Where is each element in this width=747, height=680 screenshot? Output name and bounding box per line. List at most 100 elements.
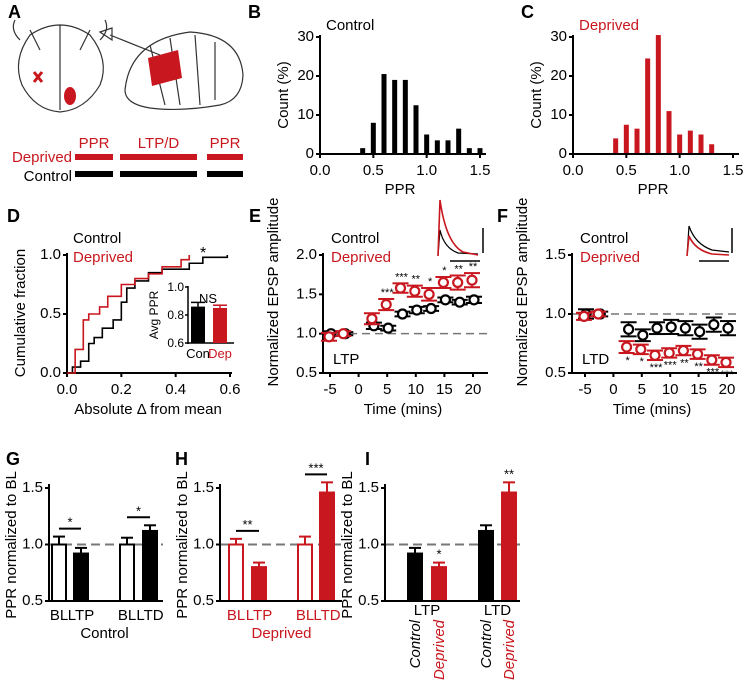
significance-stars: *** [381,287,395,299]
category-label: LTP [68,607,94,624]
data-point-deprived [423,288,435,300]
category-label: LTD [136,607,163,624]
y-tick-label: 1.5 [193,479,214,496]
y-tick-label: 1.5 [545,246,566,263]
histogram-bar [687,130,693,154]
histogram-bar [477,148,483,154]
data-point-control [622,323,635,335]
y-tick-label: 2.0 [296,246,317,263]
histogram-bar [381,74,387,154]
y-axis-label: PPR normalized to BL [339,471,356,619]
protocol-segment-label: PPR [79,135,110,152]
data-point-control [425,302,437,315]
protocol-bar-deprived [207,154,243,160]
significance-stars: * [640,356,645,368]
significance-stars: ** [469,261,478,273]
x-tick-label: 0.6 [220,381,241,398]
y-tick-label: 20 [297,67,314,84]
control-trace [686,225,730,257]
histogram-bar [666,111,672,154]
protocol-annotation: LTP [333,351,359,368]
chart-title: Deprived [579,17,639,34]
bar-filled [319,491,335,602]
data-point-deprived [337,328,349,340]
data-point-control [651,322,663,334]
data-point-control [637,329,649,341]
panel-label: A [8,2,21,22]
x-tick-label: 1.0 [669,162,690,179]
histogram-bar [634,128,640,154]
y-tick-label: 0.5 [545,364,566,381]
bar-filled [407,552,423,602]
category-label: LTD [313,607,340,624]
deprived-trace [437,199,479,257]
histogram-bar [392,79,398,154]
data-point-control [439,294,451,306]
y-tick-label: 1.5 [358,479,379,496]
protocol-annotation: LTD [582,351,609,368]
inset-significance: NS [199,291,217,306]
y-tick-label: 1.0 [193,536,214,553]
protocol-bar-deprived [75,154,113,160]
data-point-deprived [620,341,633,353]
data-point-control [722,322,734,334]
category-label: Control [407,619,424,668]
inset-y-label: Avg PPR [147,290,161,339]
histogram-bar [413,105,419,154]
data-point-deprived [409,285,421,297]
x-tick-label: 10 [407,381,424,398]
significance-stars: * [625,355,630,367]
x-tick-label: 5 [638,381,646,398]
group-label: LTP [414,602,440,619]
data-point-deprived [663,347,675,359]
whisker-trim-mark [32,71,44,83]
x-axis-label: Time (mins) [364,401,443,418]
data-point-control [396,308,409,320]
significance-stars: ** [504,466,514,481]
inset-bar [191,306,205,343]
y-tick-label: 1.5 [296,285,317,302]
histogram-bar [445,140,451,154]
panel-label: I [365,449,370,469]
bar-filled [251,566,267,602]
y-tick-label: 1.0 [22,536,43,553]
x-axis-label: PPR [638,181,669,198]
data-point-deprived [452,276,464,289]
bar-filled [501,491,517,602]
deprived-label: Deprived [12,149,72,166]
significance-stars: ** [242,517,252,532]
x-tick-label: 1.0 [416,162,437,179]
histogram-bar [698,134,704,154]
histogram-bar [645,58,651,155]
data-point-deprived [720,356,732,368]
category-label: Control [478,619,495,668]
data-point-deprived [635,343,647,355]
group-label: Deprived [251,625,311,642]
category-label: BL [227,607,245,624]
significance-stars: ** [412,274,421,286]
histogram-bar [360,148,366,154]
inset-category-label: Dep [208,346,232,361]
data-point-deprived [691,348,704,360]
x-tick-label: 1.5 [470,162,491,179]
inset-tick-label: 1.0 [167,280,184,294]
protocol-segment-label: LTP/D [138,135,180,152]
data-point-control [382,322,394,334]
bar-open [228,543,244,602]
significance-stars: ** [694,361,703,373]
x-tick-label: 10 [662,381,679,398]
x-tick-label: -5 [323,381,336,398]
data-point-deprived [437,276,449,289]
y-tick-label: 0 [306,145,314,162]
data-point-deprived [578,310,590,322]
y-axis-label: PPR normalized to BL [3,471,20,619]
significance-stars: * [67,515,72,530]
x-tick-label: 0 [354,381,362,398]
histogram-bar [623,124,629,154]
data-point-deprived [706,354,718,366]
y-tick-label: 1.5 [22,479,43,496]
histogram-bar [709,144,715,154]
histogram-bar [456,128,462,154]
control-trace [437,229,479,257]
legend-control: Control [331,230,379,247]
